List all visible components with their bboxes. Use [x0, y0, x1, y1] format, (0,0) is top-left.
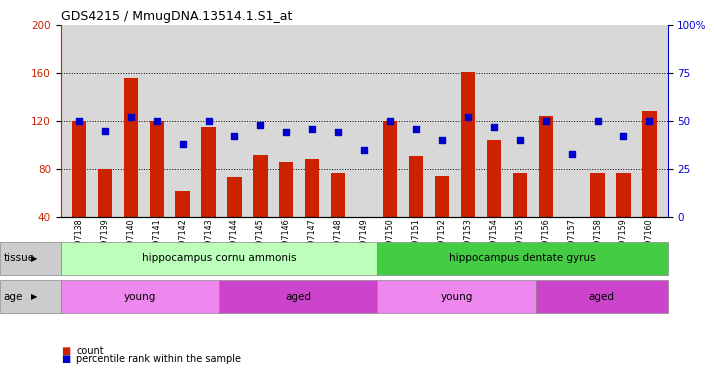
Bar [513, 172, 527, 217]
Point [333, 129, 344, 136]
Bar [305, 159, 319, 217]
Point [436, 137, 448, 143]
Bar [227, 177, 241, 217]
Point [125, 114, 136, 120]
Bar [124, 78, 138, 217]
Bar [279, 162, 293, 217]
Point [618, 133, 629, 139]
Point [592, 118, 603, 124]
Point [151, 118, 162, 124]
Point [514, 137, 526, 143]
Point [566, 151, 578, 157]
Point [644, 118, 655, 124]
Bar [98, 169, 112, 217]
Point [384, 118, 396, 124]
Bar [409, 156, 423, 217]
Bar [176, 190, 190, 217]
Bar [331, 172, 346, 217]
Bar [616, 172, 630, 217]
Point [411, 126, 422, 132]
Text: aged: aged [588, 291, 615, 302]
Bar [253, 155, 268, 217]
Text: ▶: ▶ [31, 254, 37, 263]
Bar [461, 72, 475, 217]
Point [540, 118, 551, 124]
Bar [538, 116, 553, 217]
Point [99, 127, 111, 134]
Point [228, 133, 240, 139]
Text: hippocampus cornu ammonis: hippocampus cornu ammonis [142, 253, 296, 263]
Bar [487, 140, 501, 217]
Text: age: age [4, 291, 23, 302]
Point [281, 129, 292, 136]
Text: young: young [124, 291, 156, 302]
Point [203, 118, 214, 124]
Bar [590, 172, 605, 217]
Text: young: young [441, 291, 473, 302]
Text: tissue: tissue [4, 253, 35, 263]
Text: ▶: ▶ [31, 292, 37, 301]
Bar [643, 111, 657, 217]
Point [255, 122, 266, 128]
Text: hippocampus dentate gyrus: hippocampus dentate gyrus [449, 253, 595, 263]
Bar [383, 121, 397, 217]
Point [73, 118, 84, 124]
Point [177, 141, 188, 147]
Point [306, 126, 318, 132]
Text: percentile rank within the sample: percentile rank within the sample [76, 354, 241, 364]
Point [358, 147, 370, 153]
Text: ■: ■ [61, 354, 70, 364]
Bar [435, 176, 449, 217]
Text: ■: ■ [61, 346, 70, 356]
Text: GDS4215 / MmugDNA.13514.1.S1_at: GDS4215 / MmugDNA.13514.1.S1_at [61, 10, 292, 23]
Point [462, 114, 473, 120]
Text: aged: aged [285, 291, 311, 302]
Text: count: count [76, 346, 104, 356]
Bar [149, 121, 164, 217]
Point [488, 124, 500, 130]
Bar [201, 127, 216, 217]
Bar [71, 121, 86, 217]
